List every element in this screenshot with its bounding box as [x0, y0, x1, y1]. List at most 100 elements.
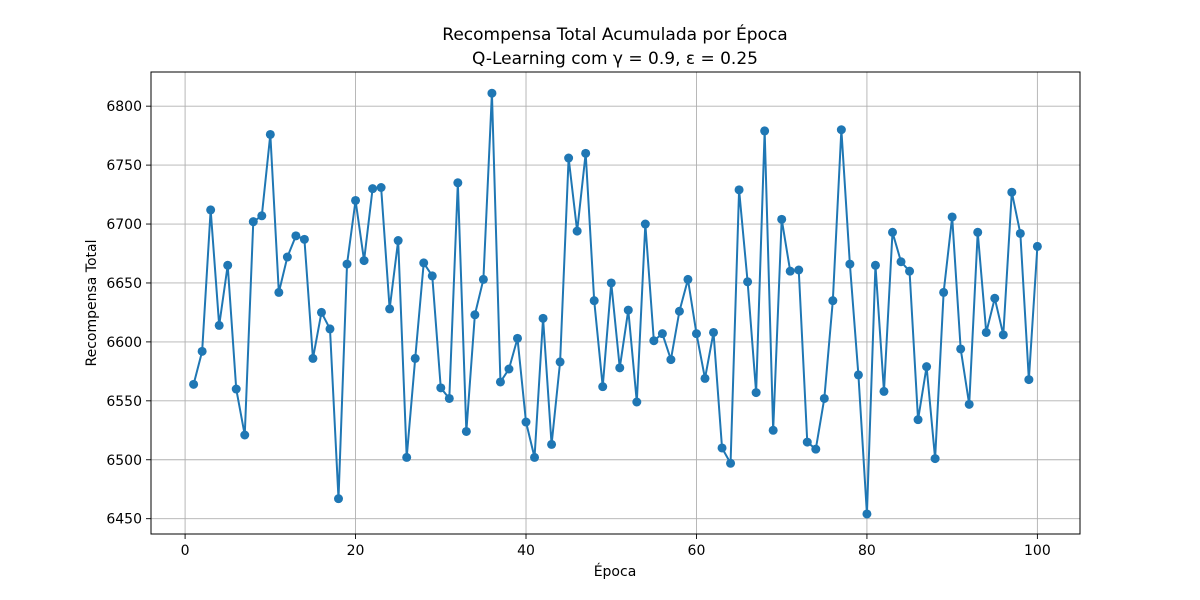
data-point	[632, 397, 642, 407]
data-point	[845, 259, 855, 269]
y-axis-label: Recompensa Total	[84, 239, 100, 366]
data-point	[606, 278, 616, 288]
data-point	[939, 287, 949, 297]
data-point	[1032, 241, 1042, 251]
data-point	[896, 257, 906, 267]
data-point	[828, 296, 838, 306]
series-line-group	[192, 92, 1039, 515]
data-point	[819, 393, 829, 403]
x-tick-label: 60	[688, 543, 706, 559]
data-point	[385, 304, 395, 314]
data-point	[538, 313, 548, 323]
data-point	[265, 129, 275, 139]
data-point	[998, 330, 1008, 340]
data-point	[717, 443, 727, 453]
data-point	[1007, 187, 1017, 197]
data-point	[709, 327, 719, 337]
data-point	[615, 363, 625, 373]
data-point	[870, 260, 880, 270]
data-point	[768, 425, 778, 435]
data-point	[487, 88, 497, 98]
data-point	[973, 227, 983, 237]
data-point	[359, 256, 369, 266]
chart-title: Recompensa Total Acumulada por Época	[442, 23, 787, 45]
data-point	[956, 344, 966, 354]
data-point	[913, 415, 923, 425]
data-point	[1024, 375, 1034, 385]
data-point	[564, 153, 574, 163]
data-point	[990, 293, 1000, 303]
y-tick-label: 6750	[106, 158, 142, 174]
data-point	[402, 452, 412, 462]
data-point	[197, 346, 207, 356]
data-point	[504, 364, 514, 374]
data-point	[905, 266, 915, 276]
data-point	[206, 205, 216, 215]
data-point	[478, 274, 488, 284]
series-markers	[189, 88, 1042, 519]
data-point	[666, 355, 676, 365]
data-point	[393, 236, 403, 246]
data-point	[853, 370, 863, 380]
data-point	[257, 211, 267, 221]
data-point	[299, 234, 309, 244]
y-tick-label: 6650	[106, 276, 142, 292]
data-point	[922, 362, 932, 372]
data-point	[291, 231, 301, 241]
data-point	[785, 266, 795, 276]
data-point	[351, 195, 361, 205]
data-point	[436, 383, 446, 393]
data-point	[223, 260, 233, 270]
x-tick-label: 20	[347, 543, 365, 559]
data-point	[581, 148, 591, 158]
data-point	[683, 274, 693, 284]
data-point	[623, 305, 633, 315]
data-point	[368, 184, 378, 194]
data-point	[547, 439, 557, 449]
data-point	[189, 379, 199, 389]
data-point	[836, 125, 846, 135]
x-tick-label: 100	[1024, 543, 1051, 559]
data-point	[777, 214, 787, 224]
tick-labels: 0 20 40 60 80 100 6450 6500 6550 6600 6650 6700 6750…	[106, 99, 1050, 559]
data-point	[410, 353, 420, 363]
data-point	[930, 454, 940, 464]
data-point	[572, 226, 582, 236]
data-point	[231, 384, 241, 394]
data-point	[1015, 228, 1025, 238]
data-point	[530, 452, 540, 462]
data-point	[947, 212, 957, 222]
data-point	[598, 382, 608, 392]
data-point	[794, 265, 804, 275]
data-point	[342, 259, 352, 269]
x-tick-label: 0	[181, 543, 190, 559]
data-point	[726, 458, 736, 468]
data-point	[240, 430, 250, 440]
data-point	[589, 296, 599, 306]
data-point	[640, 219, 650, 229]
data-point	[282, 252, 292, 262]
data-point	[419, 258, 429, 268]
y-tick-label: 6700	[106, 217, 142, 233]
data-point	[879, 386, 889, 396]
data-point	[334, 494, 343, 504]
data-point	[811, 444, 821, 454]
series-line	[192, 92, 1039, 515]
data-point	[964, 399, 974, 409]
data-point	[555, 357, 565, 367]
data-point	[657, 329, 667, 339]
data-point	[760, 126, 770, 136]
data-point	[649, 336, 659, 346]
y-tick-label: 6450	[106, 512, 142, 528]
x-tick-label: 40	[517, 543, 535, 559]
data-point	[316, 307, 326, 317]
data-point	[862, 509, 872, 519]
data-point	[274, 287, 284, 297]
data-point	[248, 217, 258, 227]
data-point	[700, 373, 710, 383]
data-point	[461, 426, 471, 436]
axes	[146, 71, 1081, 539]
data-point	[981, 327, 991, 337]
